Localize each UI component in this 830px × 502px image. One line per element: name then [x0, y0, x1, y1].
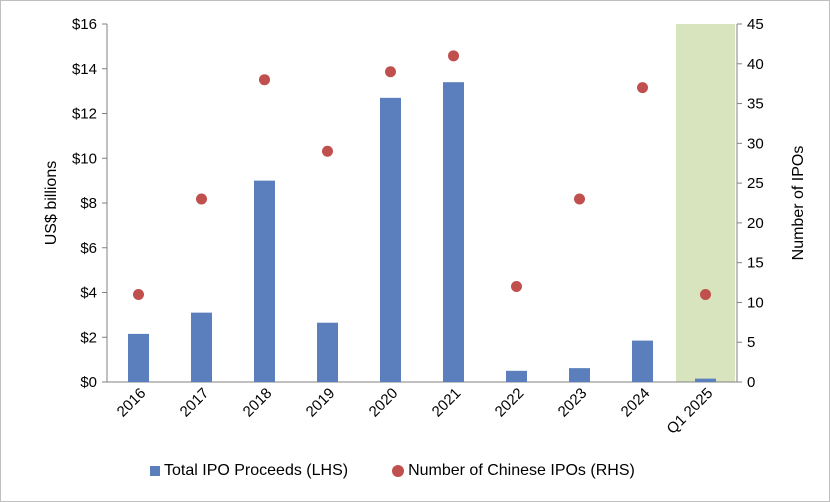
x-tick-label: 2020: [366, 385, 402, 421]
x-tick-label: 2019: [303, 385, 339, 421]
x-tick-label: 2022: [492, 385, 528, 421]
right-tick-label: 40: [747, 56, 764, 73]
right-tick-label: 20: [747, 215, 764, 232]
right-tick-label: 5: [747, 334, 755, 351]
x-tick-label: Q1 2025: [664, 385, 717, 438]
legend-swatch-dot: [392, 465, 405, 477]
legend-item-proceeds: Total IPO Proceeds (LHS): [150, 462, 348, 480]
bar-proceeds: [569, 368, 590, 382]
legend: Total IPO Proceeds (LHS) Number of Chine…: [150, 462, 635, 480]
left-tick-label: $8: [80, 195, 97, 212]
right-tick-label: 0: [747, 374, 755, 391]
dot-ipo-count: [511, 281, 522, 293]
right-tick-label: 35: [747, 96, 764, 113]
legend-item-ipo-count: Number of Chinese IPOs (RHS): [392, 462, 635, 480]
bar-proceeds: [191, 312, 212, 382]
x-tick-label: 2016: [114, 385, 150, 421]
bar-proceeds: [128, 333, 149, 382]
left-tick-label: $4: [80, 285, 97, 302]
right-tick-label: 10: [747, 294, 764, 311]
right-tick-label: 25: [747, 175, 764, 192]
dot-ipo-count: [448, 50, 459, 62]
highlight-band: [676, 24, 735, 382]
dot-ipo-count: [637, 82, 648, 94]
y-axis-title: US$ billions: [43, 161, 60, 245]
left-tick-label: $12: [72, 106, 97, 123]
x-tick-label: 2023: [555, 385, 591, 421]
bar-proceeds: [443, 82, 464, 383]
x-tick-label: 2024: [618, 385, 654, 421]
legend-label-ipo-count: Number of Chinese IPOs (RHS): [408, 462, 635, 479]
bar-proceeds: [695, 378, 716, 382]
x-tick-label: 2021: [429, 385, 465, 421]
right-tick-label: 15: [747, 255, 764, 272]
dot-ipo-count: [259, 74, 270, 86]
bar-proceeds: [317, 322, 338, 382]
left-tick-label: $0: [80, 374, 97, 391]
left-tick-label: $10: [72, 150, 97, 167]
right-tick-label: 30: [747, 135, 764, 152]
y2-axis-title: Number of IPOs: [790, 146, 807, 261]
bar-proceeds: [380, 97, 401, 383]
x-tick-label: 2018: [240, 385, 276, 421]
right-tick-label: 45: [747, 16, 764, 33]
dot-ipo-count: [196, 193, 207, 205]
left-tick-label: $2: [80, 329, 97, 346]
bar-proceeds: [506, 370, 527, 382]
legend-swatch-bar: [150, 466, 160, 476]
legend-label-proceeds: Total IPO Proceeds (LHS): [164, 462, 349, 479]
bar-proceeds: [254, 180, 275, 382]
dot-ipo-count: [322, 145, 333, 157]
dot-ipo-count: [574, 193, 585, 205]
left-tick-label: $14: [72, 61, 97, 78]
dot-ipo-count: [385, 66, 396, 78]
left-tick-label: $16: [72, 16, 97, 33]
x-tick-label: 2017: [177, 385, 213, 421]
dot-ipo-count: [133, 288, 144, 300]
dot-ipo-count: [700, 288, 711, 300]
bar-proceeds: [632, 340, 653, 382]
left-tick-label: $6: [80, 240, 97, 257]
